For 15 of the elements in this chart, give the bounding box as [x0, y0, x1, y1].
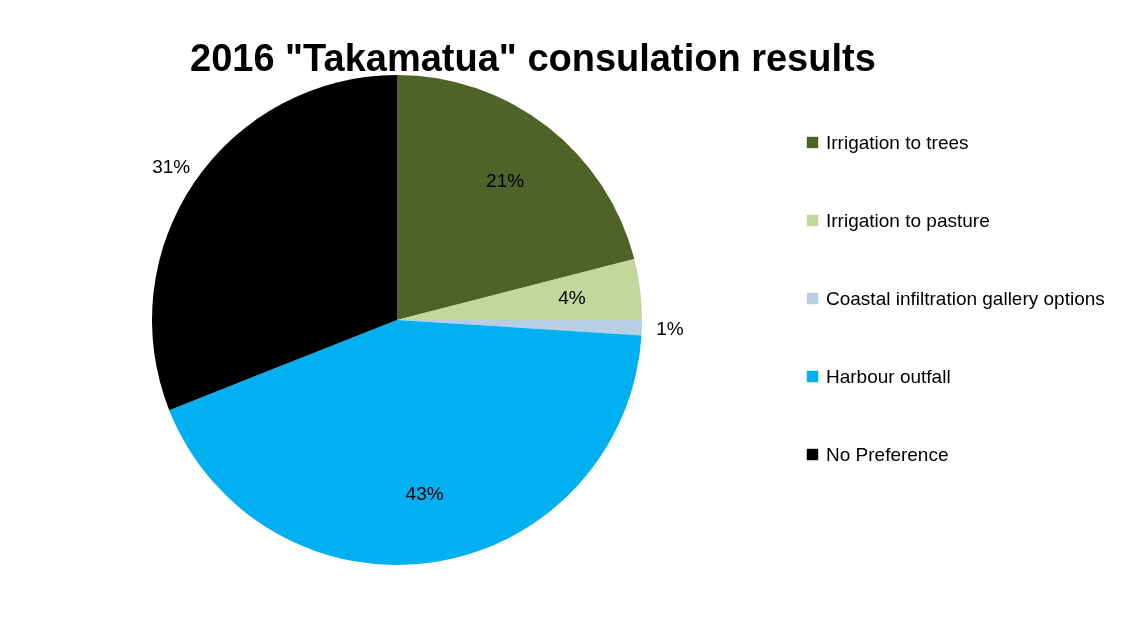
pie-slice — [397, 259, 642, 320]
chart-title: 2016 "Takamatua" consulation results — [190, 37, 876, 79]
data-label: 43% — [405, 483, 444, 505]
legend-label: Harbour outfall — [826, 365, 951, 387]
legend-label: Irrigation to trees — [826, 131, 969, 153]
pie-slice — [152, 75, 397, 411]
data-label: 4% — [558, 286, 586, 308]
legend-label: Coastal infiltration gallery options — [826, 287, 1105, 309]
data-label: 21% — [486, 169, 525, 191]
pie-slice — [169, 320, 642, 565]
legend-label: Irrigation to pasture — [826, 209, 990, 231]
data-label: 1% — [656, 317, 684, 339]
legend-label: No Preference — [826, 443, 949, 465]
pie-slice — [397, 75, 635, 320]
data-label: 31% — [152, 155, 191, 177]
